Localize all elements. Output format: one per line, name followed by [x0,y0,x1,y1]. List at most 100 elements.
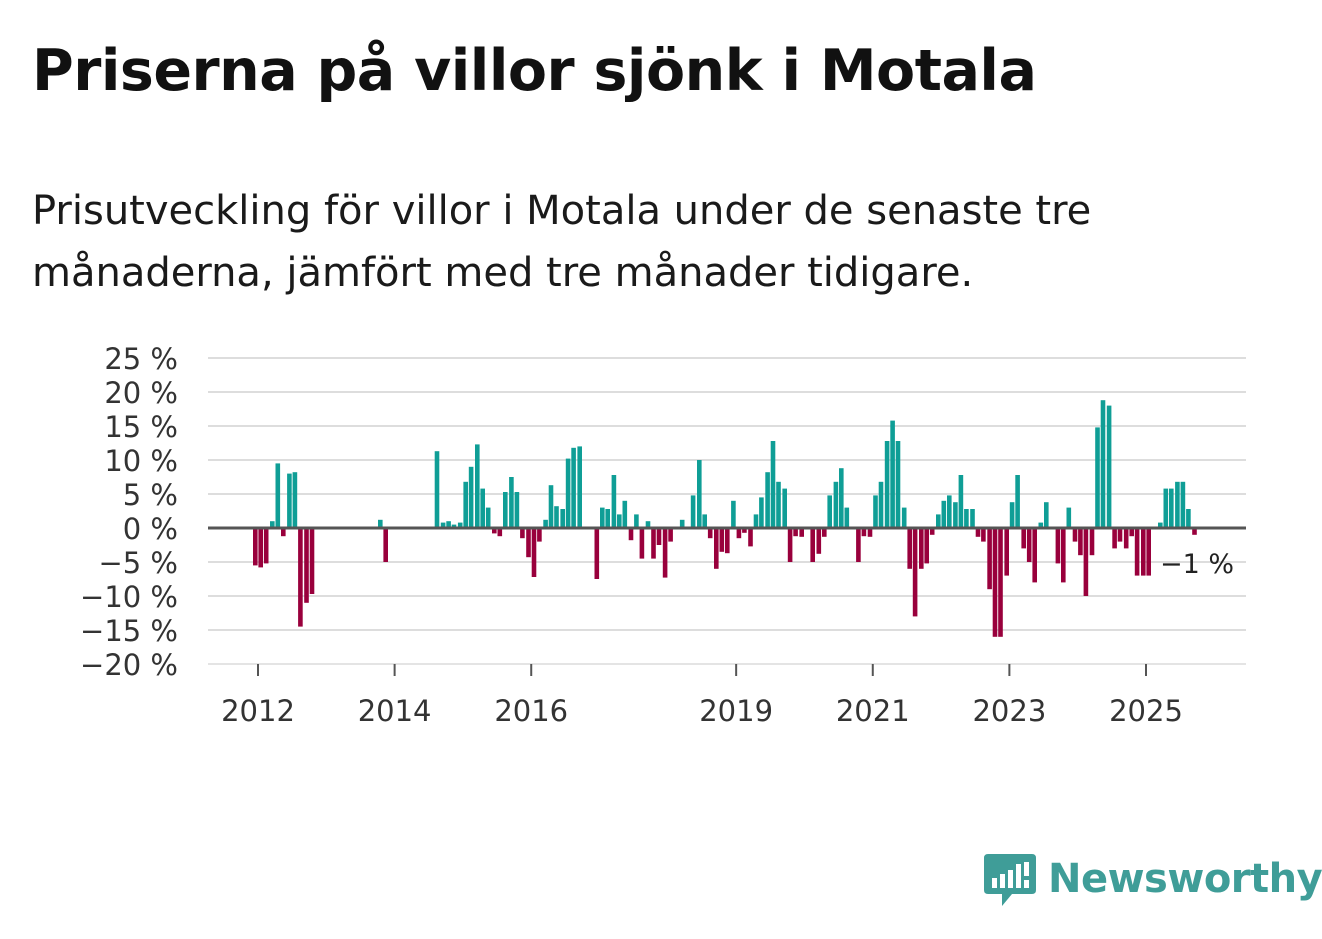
bar [884,441,890,528]
bar [628,528,634,541]
bar [1117,528,1123,542]
bar-chart: 25 %20 %15 %10 %5 %0 %−5 %−10 %−15 %−20 … [80,342,1246,728]
y-axis-labels: 25 %20 %15 %10 %5 %0 %−5 %−10 %−15 %−20 … [80,342,178,682]
bar [514,492,520,528]
bars [253,400,1197,637]
bar [793,528,798,537]
bar [1055,528,1061,564]
bar [839,468,844,528]
bar [668,528,673,542]
bar [742,528,747,533]
bar [799,528,804,537]
bar [936,514,941,528]
bar [600,507,605,528]
x-axis: 2012 2014 2016 2019 2021 2023 2025 [221,664,1183,728]
y-tick-label: −20 % [80,648,178,682]
bar [656,528,662,545]
bar [662,528,668,578]
bar [782,488,787,528]
y-tick-label: 0 % [123,512,178,546]
bar [1112,528,1117,549]
bar [1038,522,1044,528]
bar [309,528,315,594]
bar [451,524,457,528]
bar [1032,528,1037,583]
bar [697,460,702,528]
bar [1026,528,1032,562]
bar [263,528,269,564]
bar [509,477,514,528]
bar [912,528,918,617]
bar [520,528,525,539]
bar [901,507,907,528]
bar [565,458,571,528]
bar [1009,502,1015,528]
bar [634,514,639,528]
bar [275,463,281,528]
bar [958,475,964,528]
x-tick-label: 2025 [1109,694,1183,728]
bar [992,528,998,637]
bar [622,500,628,528]
bar [287,473,292,528]
bar [526,528,531,558]
bar [1169,488,1174,528]
bar [543,519,548,528]
bar [816,528,822,554]
bar [497,528,503,537]
chart-title: Priserna på villor sjönk i Motala [32,38,1037,104]
bar [827,495,832,528]
bar [844,507,850,528]
bar [503,492,508,528]
y-tick-label: 10 % [104,444,178,478]
bar [463,481,468,528]
y-tick-label: −5 % [98,546,178,580]
bar [492,528,497,534]
bar [702,514,707,528]
bar [1066,507,1072,528]
y-tick-label: 5 % [123,478,178,512]
bar [765,472,770,528]
bar [1129,528,1134,537]
bar [810,528,815,562]
bar [975,528,981,537]
bar [770,441,776,528]
bar [924,528,929,564]
bar [253,528,258,566]
brand-logo: Newsworthy [982,850,1322,908]
bar [822,528,827,537]
bar [947,495,952,528]
bar [856,528,861,562]
bar [753,514,759,528]
bar [645,521,651,528]
bar [457,522,463,528]
bar [475,444,480,528]
bar [480,488,485,528]
bar [861,528,867,537]
bar [468,466,474,528]
bar [1100,400,1106,528]
bar [776,481,781,528]
bar [1141,528,1146,576]
bar [446,521,451,528]
bar [605,509,610,528]
bar [1083,528,1089,596]
bar [929,528,935,535]
x-tick-label: 2014 [358,694,432,728]
bar [1163,488,1169,528]
bar [531,528,537,577]
bar [292,472,298,528]
gridlines [208,357,1246,665]
bar [1061,528,1066,583]
bar [1078,528,1083,556]
bar [725,528,730,554]
bar [304,528,309,603]
bar [1021,528,1026,549]
bar [890,420,895,528]
bar [594,528,600,579]
bar [833,481,839,528]
bar [548,485,554,528]
bar [941,500,947,528]
x-tick-label: 2012 [221,694,295,728]
bar [707,528,713,539]
